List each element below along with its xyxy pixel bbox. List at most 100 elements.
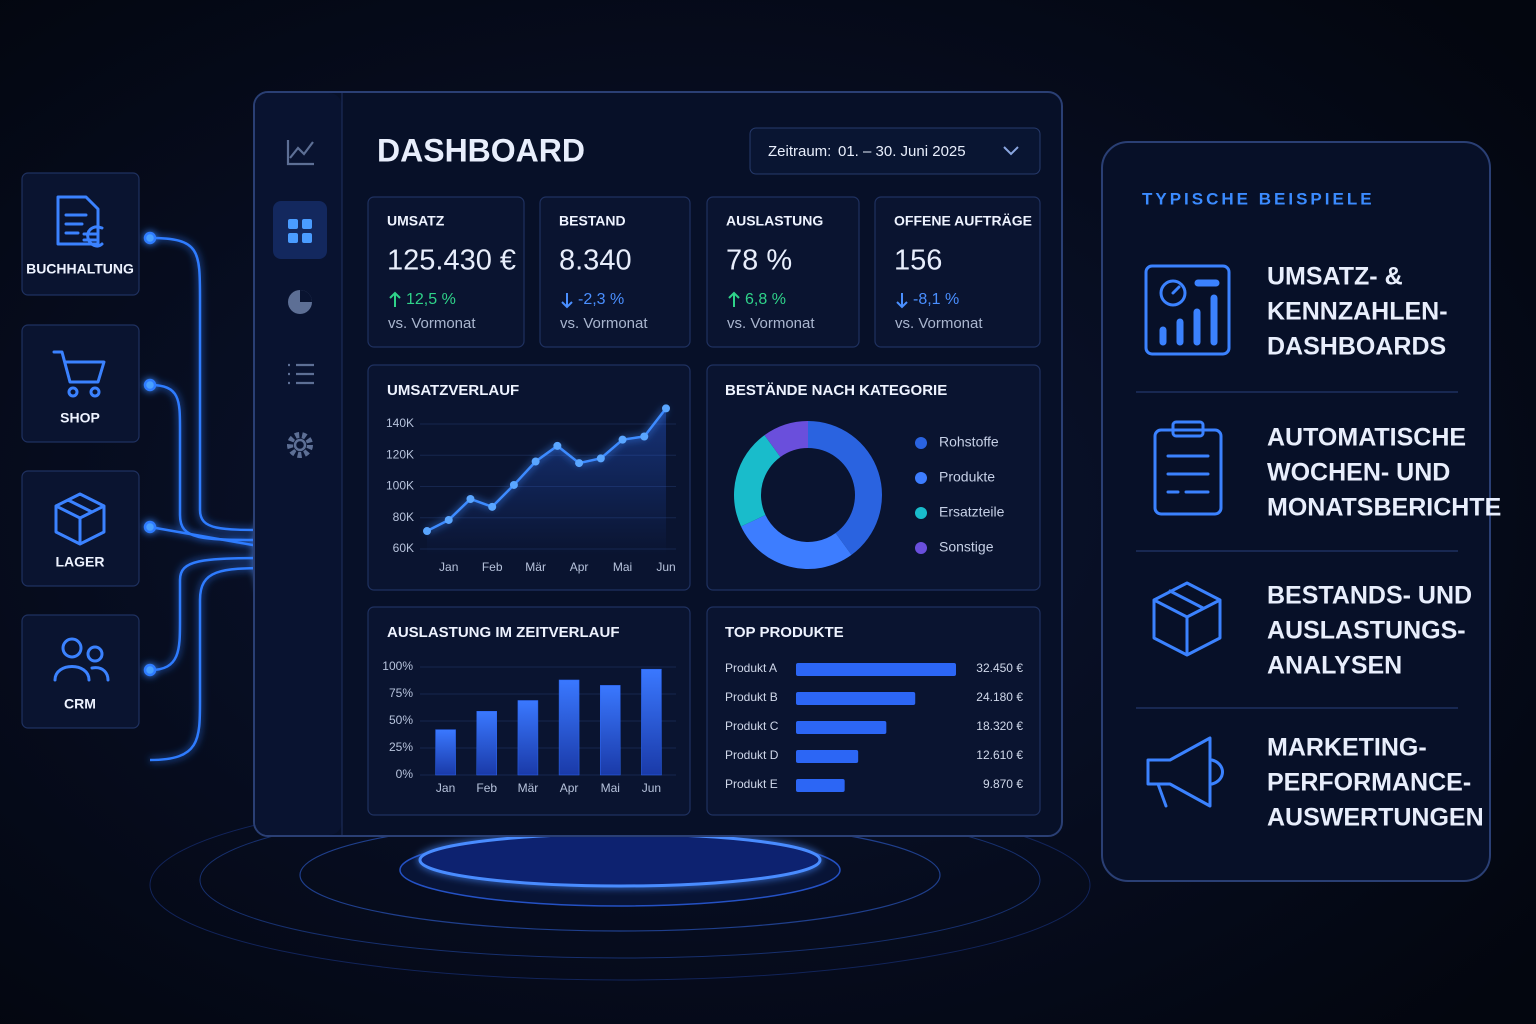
nav-dashboard-part — [288, 219, 298, 229]
bar — [796, 721, 887, 734]
legend-dot — [915, 437, 927, 449]
nav-pie-part — [300, 290, 312, 302]
x-tick-label: Apr — [560, 781, 579, 795]
example-line: WOCHEN- UND — [1267, 459, 1450, 487]
kpi-note: vs. Vormonat — [560, 315, 648, 332]
line-point — [444, 515, 453, 524]
line-point — [466, 495, 475, 503]
sidebar — [255, 93, 342, 835]
kpi-card — [539, 196, 691, 348]
example-icons-part — [1171, 285, 1181, 295]
kpi-value: 78 % — [726, 245, 792, 277]
nav-dashboard-part — [302, 219, 312, 229]
example-line: MARKETING- — [1267, 734, 1427, 762]
icon-crm-part — [90, 666, 110, 682]
y-tick-label: 120K — [386, 447, 414, 461]
example-line: AUTOMATISCHE — [1267, 424, 1466, 452]
period-select[interactable] — [749, 127, 1041, 175]
icon-warehouse — [54, 492, 106, 546]
legend-dot — [915, 472, 927, 484]
line-point — [423, 527, 431, 536]
line-point — [575, 459, 584, 468]
icon-crm-part — [86, 645, 104, 663]
line-point — [509, 480, 518, 489]
line-point — [618, 435, 627, 444]
donut-segment — [741, 515, 852, 569]
icon-accounting-part — [82, 225, 104, 248]
nav-dashboard-part — [302, 233, 312, 243]
icon-shop — [52, 350, 106, 398]
source-label: CRM — [64, 696, 96, 712]
chart-title: UMSATZVERLAUF — [387, 382, 519, 399]
icon-crm-part — [61, 637, 83, 659]
bar — [796, 692, 916, 705]
kpi-change: -2,3 % — [578, 291, 624, 308]
connectors-part — [143, 231, 157, 245]
donut-segment — [764, 421, 808, 457]
bar — [435, 729, 456, 776]
example-line: DASHBOARDS — [1267, 333, 1446, 361]
kpi-note: vs. Vormonat — [727, 315, 815, 332]
line-point — [488, 502, 497, 511]
example-icons-part — [1159, 279, 1187, 307]
source-box[interactable] — [21, 614, 140, 729]
kpi-label: OFFENE AUFTRÄGE — [894, 213, 1032, 229]
nav-dashboard-part — [288, 233, 298, 243]
bar — [600, 685, 621, 776]
kpi-change: 6,8 % — [745, 291, 786, 308]
value-label: 32.450 € — [976, 661, 1023, 675]
example-icons-part — [1166, 454, 1210, 494]
connectors-part — [143, 520, 157, 534]
bar-category: Produkt D — [725, 748, 779, 762]
example-line: AUSWERTUNGEN — [1267, 804, 1484, 832]
example-line: ANALYSEN — [1267, 652, 1402, 680]
source-label: BUCHHALTUNG — [26, 261, 134, 277]
source-label: LAGER — [56, 554, 105, 570]
legend-label: Rohstoffe — [939, 434, 999, 450]
nav-list[interactable] — [288, 363, 314, 385]
source-boxes: BUCHHALTUNG SHOP LAGER CRM — [21, 172, 140, 729]
bar-category: Produkt B — [725, 690, 778, 704]
bar — [558, 679, 580, 776]
source-box[interactable] — [21, 172, 140, 296]
trend-arrow — [896, 293, 908, 309]
line-point — [553, 441, 562, 450]
nav-pie[interactable] — [288, 290, 312, 314]
bar-category: Produkt C — [725, 719, 779, 733]
y-tick-label: 60K — [393, 541, 414, 555]
kpi-card — [367, 196, 525, 348]
y-tick-label: 100% — [382, 659, 413, 673]
y-tick-label: 0% — [396, 767, 414, 781]
bar-category: Produkt E — [725, 777, 778, 791]
platform-part — [418, 832, 822, 888]
kpi-card — [706, 196, 860, 348]
x-tick-label: Jun — [656, 560, 675, 574]
trend-arrow — [389, 291, 401, 307]
period-value: 01. – 30. Juni 2025 — [838, 143, 966, 160]
nav-trends[interactable] — [286, 140, 314, 166]
x-tick-label: Jan — [436, 781, 455, 795]
chevron[interactable] — [1003, 146, 1019, 156]
dashboard-title: DASHBOARD — [377, 132, 585, 168]
example-line: BESTANDS- UND — [1267, 582, 1472, 610]
legend-dot — [915, 542, 927, 554]
example-line: KENNZAHLEN- — [1267, 298, 1448, 326]
line-point — [596, 454, 605, 463]
icon-shop-part — [52, 350, 106, 384]
period-label: Zeitraum: — [768, 143, 831, 160]
x-tick-label: Jun — [642, 781, 661, 795]
x-tick-label: Apr — [570, 560, 589, 574]
x-tick-label: Mai — [613, 560, 632, 574]
connectors-part — [143, 378, 157, 392]
kpi-value: 125.430 € — [387, 245, 516, 277]
nav-active[interactable] — [273, 201, 327, 259]
icon-crm-part — [53, 665, 91, 682]
example-line: AUSLASTUNGS- — [1267, 617, 1466, 645]
nav-dashboard[interactable] — [288, 219, 312, 243]
kpi-note: vs. Vormonat — [895, 315, 983, 332]
kpi-change: 12,5 % — [406, 291, 456, 308]
nav-settings[interactable] — [287, 432, 313, 458]
connectors-part — [149, 556, 271, 672]
